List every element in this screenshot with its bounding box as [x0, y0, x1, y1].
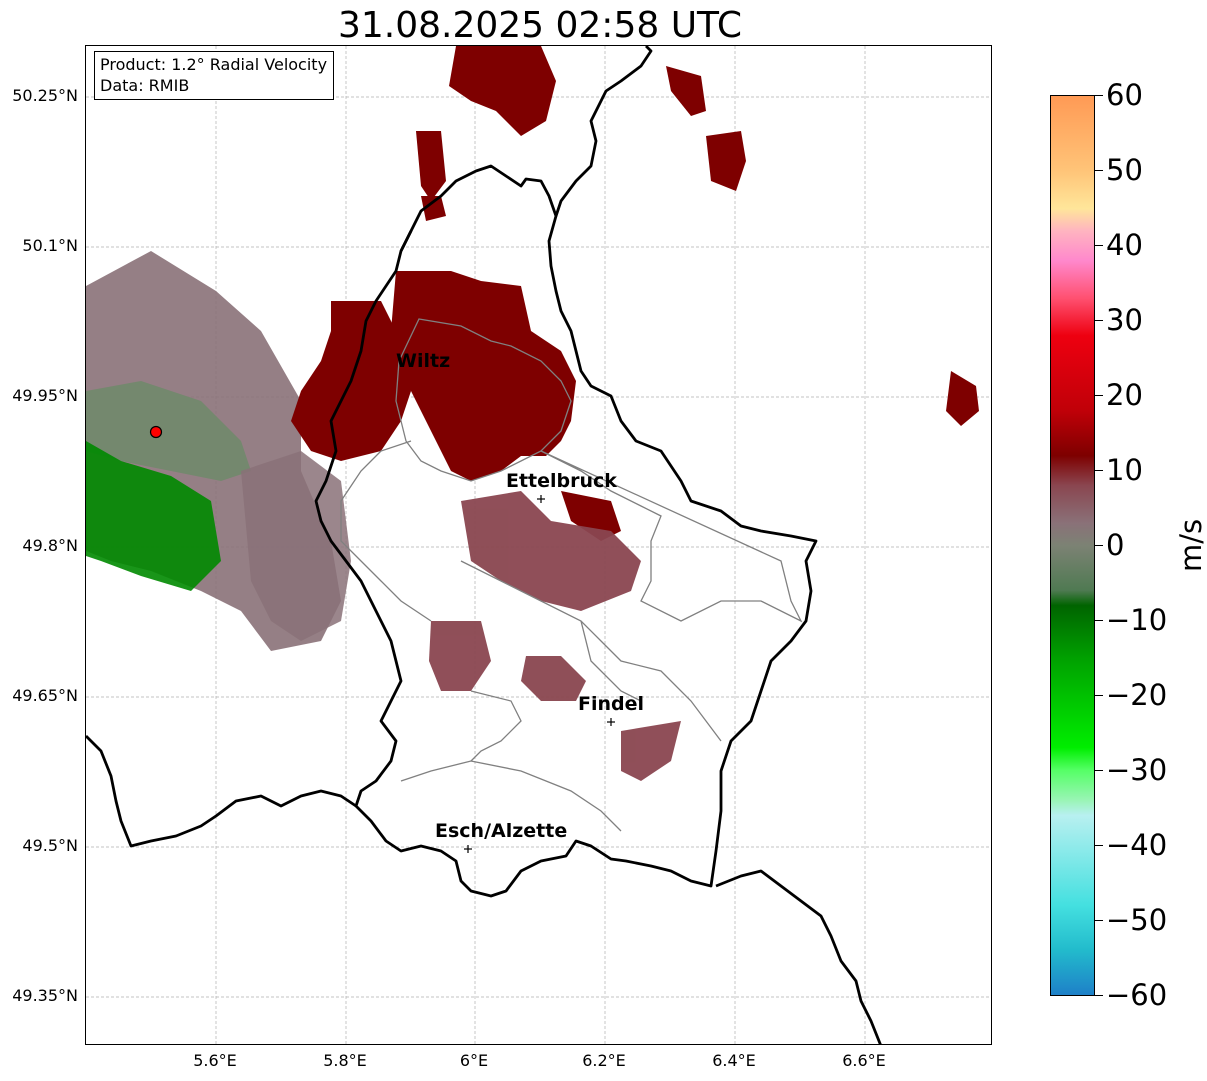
city-label-ettelbruck: Ettelbruck	[506, 470, 617, 492]
map-panel[interactable]	[85, 45, 992, 1045]
colorbar-tick	[1095, 920, 1103, 921]
colorbar-tick	[1095, 845, 1103, 846]
colorbar-tick	[1095, 620, 1103, 621]
colorbar-tick	[1095, 695, 1103, 696]
lon-tick-label: 5.6°E	[193, 1051, 237, 1070]
colorbar-tick-label: 60	[1106, 78, 1143, 112]
colorbar-tick	[1095, 245, 1103, 246]
colorbar-tick	[1095, 95, 1103, 96]
colorbar-tick-label: −10	[1106, 603, 1168, 637]
lat-tick-label: 49.8°N	[22, 536, 78, 555]
city-markers	[464, 495, 615, 853]
colorbar-tick	[1095, 995, 1103, 996]
velocity-colorbar	[1050, 95, 1095, 996]
lat-tick-label: 50.1°N	[22, 236, 78, 255]
lon-tick-label: 6.6°E	[842, 1051, 886, 1070]
radar-map[interactable]	[86, 46, 992, 1045]
colorbar-tick-label: 10	[1106, 453, 1143, 487]
colorbar-tick	[1095, 770, 1103, 771]
colorbar-tick-label: −40	[1106, 828, 1168, 862]
colorbar-tick-label: −60	[1106, 978, 1168, 1012]
colorbar-tick	[1095, 470, 1103, 471]
city-label-esch-alzette: Esch/Alzette	[435, 820, 568, 842]
lat-tick-label: 49.5°N	[22, 836, 78, 855]
lat-tick-label: 49.35°N	[12, 986, 78, 1005]
city-label-findel: Findel	[578, 693, 645, 715]
lon-tick-label: 6.2°E	[582, 1051, 626, 1070]
map-title: 31.08.2025 02:58 UTC	[337, 5, 743, 46]
colorbar-tick	[1095, 170, 1103, 171]
colorbar-tick-label: 40	[1106, 228, 1143, 262]
radar-echoes	[86, 46, 979, 781]
data-source-label: Data: RMIB	[100, 76, 190, 95]
colorbar-tick	[1095, 545, 1103, 546]
colorbar-tick-label: 50	[1106, 153, 1143, 187]
colorbar-tick	[1095, 320, 1103, 321]
colorbar-tick	[1095, 395, 1103, 396]
colorbar-tick-label: −20	[1106, 678, 1168, 712]
lon-tick-label: 6.4°E	[712, 1051, 756, 1070]
colorbar-tick-label: −30	[1106, 753, 1168, 787]
lat-tick-label: 49.65°N	[12, 686, 78, 705]
colorbar-unit-label: m/s	[1174, 518, 1207, 572]
lon-tick-label: 5.8°E	[323, 1051, 367, 1070]
radar-site-marker	[149, 425, 163, 439]
national-borders	[86, 46, 882, 1044]
canton-borders	[340, 318, 803, 832]
lon-tick-label: 6°E	[459, 1051, 489, 1070]
colorbar-tick-label: 0	[1106, 528, 1125, 562]
product-info-box: Product: 1.2° Radial Velocity Data: RMIB	[94, 51, 335, 100]
lat-tick-label: 50.25°N	[12, 86, 78, 105]
colorbar-tick-label: −50	[1106, 903, 1168, 937]
product-label: Product: 1.2° Radial Velocity	[100, 55, 328, 74]
city-label-wiltz: Wiltz	[396, 350, 451, 372]
lat-tick-label: 49.95°N	[12, 386, 78, 405]
colorbar-tick-label: 20	[1106, 378, 1143, 412]
colorbar-tick-label: 30	[1106, 303, 1143, 337]
